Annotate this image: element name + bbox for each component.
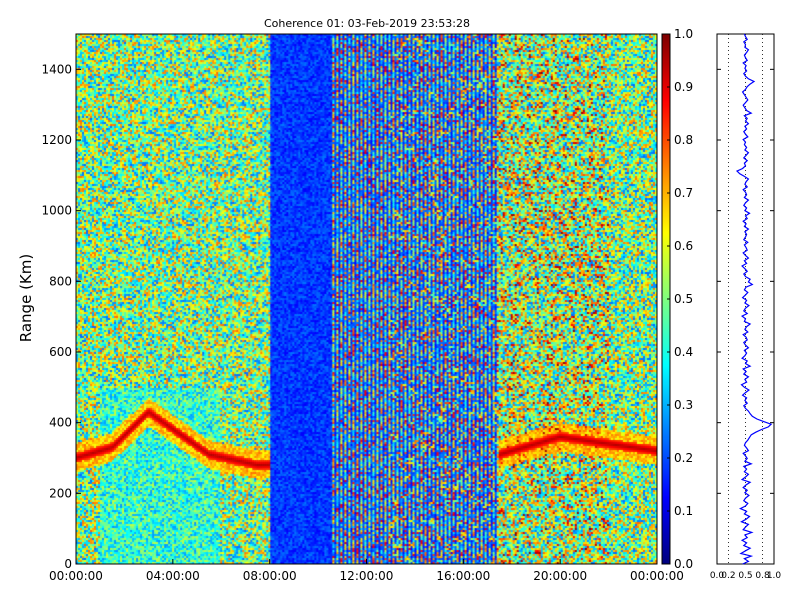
heatmap-y-tick-label: 0 — [64, 557, 72, 571]
colorbar-tick-label: 0.3 — [674, 398, 693, 412]
heatmap-x-ticks: 00:00:00 04:00:00 08:00:00 12:00:00 16:00:00… — [49, 559, 684, 583]
colorbar-tick-label: 0.8 — [674, 133, 693, 147]
heatmap-x-tick-label: 08:00:00 — [243, 569, 297, 583]
colorbar-tick-label: 0.6 — [674, 239, 693, 253]
colorbar-tick-label: 0.7 — [674, 186, 693, 200]
heatmap-y-tick-label: 600 — [49, 345, 72, 359]
colorbar-tick-label: 0.1 — [674, 504, 693, 518]
profile-x-tick-label: 0.2 — [721, 571, 735, 581]
profile-line — [735, 33, 773, 565]
heatmap-x-tick-label: 04:00:00 — [146, 569, 200, 583]
colorbar-tick-label: 0.5 — [674, 292, 693, 306]
profile-y-ticks — [717, 68, 774, 565]
heatmap-x-tick-label: 00:00:00 — [630, 569, 684, 583]
heatmap-x-tick-label: 16:00:00 — [436, 569, 490, 583]
heatmap-plot — [76, 34, 657, 564]
colorbar-ticks: 0.0 0.1 0.2 0.3 0.4 0.5 0.6 0.7 0.8 0.9 1.0 — [667, 27, 693, 571]
profile-x-tick-label: 1.0 — [767, 571, 782, 581]
colorbar-tick-label: 0.9 — [674, 80, 693, 94]
heatmap-y-ticks: 0 200 400 600 800 1000 1200 1400 — [41, 62, 81, 571]
heatmap-y-tick-label: 200 — [49, 486, 72, 500]
heatmap-y-tick-label: 1200 — [41, 133, 72, 147]
y-axis-label: Range (Km) — [17, 254, 35, 342]
heatmap-x-tick-label: 00:00:00 — [49, 569, 103, 583]
profile-x-tick-label: 0.5 — [738, 571, 752, 581]
heatmap-y-tick-label: 400 — [49, 416, 72, 430]
profile-x-tick-label: 0.8 — [755, 571, 770, 581]
heatmap-y-tick-label: 1000 — [41, 204, 72, 218]
heatmap-y-tick-label: 800 — [49, 274, 72, 288]
colorbar-gradient — [662, 34, 670, 564]
heatmap-y-tick-label: 1400 — [41, 62, 72, 76]
heatmap-x-tick-label: 20:00:00 — [533, 569, 587, 583]
colorbar-tick-label: 0.2 — [674, 451, 693, 465]
chart-title: Coherence 01: 03-Feb-2019 23:53:28 — [264, 17, 470, 30]
colorbar-tick-label: 0.4 — [674, 345, 693, 359]
profile-x-ticks: 0.00.2 0.5 0.81.0 — [710, 571, 782, 581]
colorbar-tick-label: 1.0 — [674, 27, 693, 41]
profile-x-tick-label: 0.0 — [710, 571, 725, 581]
colorbar-tick-label: 0.0 — [674, 557, 693, 571]
heatmap-x-tick-label: 12:00:00 — [340, 569, 394, 583]
